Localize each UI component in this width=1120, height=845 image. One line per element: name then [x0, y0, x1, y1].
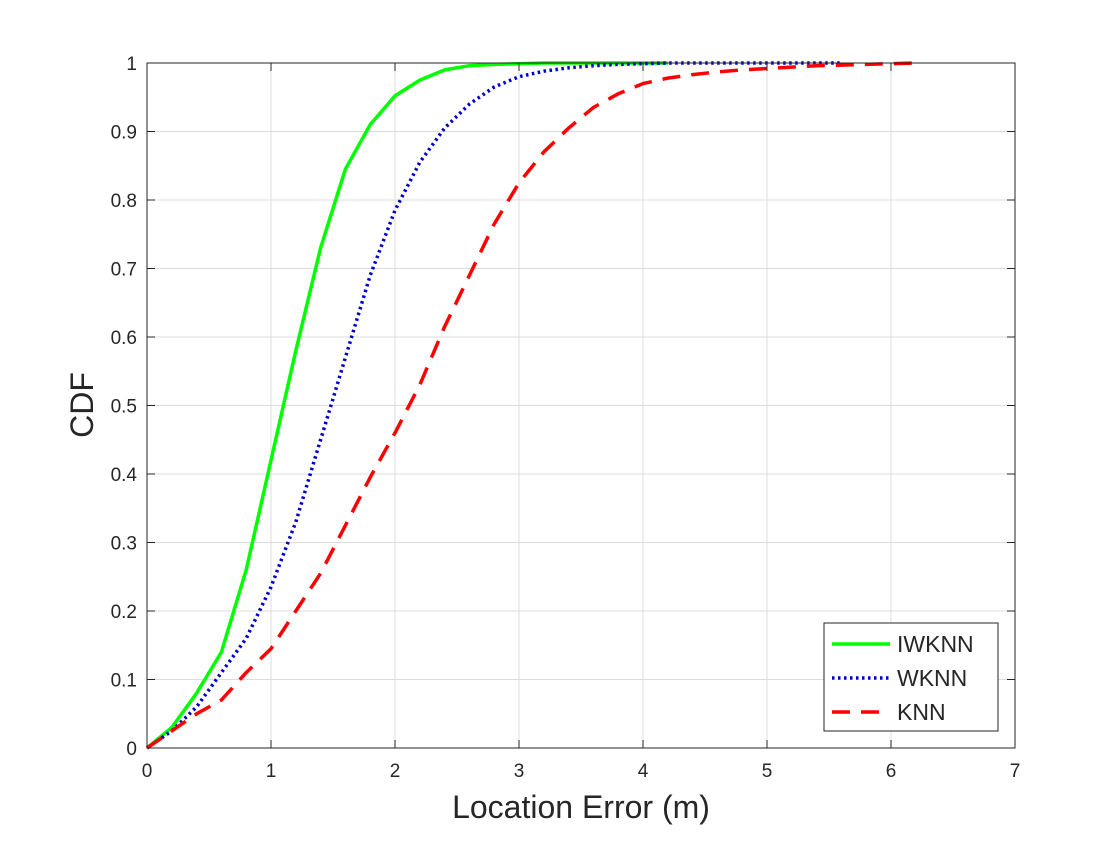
- series-line-knn: [146, 61, 916, 750]
- y-tick-label: 0.4: [111, 465, 138, 486]
- y-tick-label: 0.7: [111, 260, 137, 281]
- x-tick-label: 4: [638, 761, 649, 782]
- y-tick-label: 1: [126, 54, 137, 75]
- y-tick-label: 0.6: [111, 328, 137, 349]
- y-tick-label: 0.8: [111, 191, 137, 212]
- axis-ticks: 0 1 2 3 4 5 6 7 0 0.1 0.2 0.3 0.4 0.5 0.6 0.7 0.8 0.9 1: [111, 54, 1021, 782]
- legend-label: IWKNN: [897, 631, 974, 657]
- x-tick-label: 1: [266, 761, 277, 782]
- y-tick-label: 0.3: [111, 534, 137, 555]
- x-tick-label: 2: [390, 761, 401, 782]
- y-tick-label: 0: [126, 739, 137, 760]
- legend: IWKNN WKNN KNN: [823, 622, 999, 732]
- y-tick-label: 0.1: [111, 671, 137, 692]
- x-tick-label: 7: [1010, 761, 1021, 782]
- x-tick-label: 3: [514, 761, 525, 782]
- x-tick-label: 6: [886, 761, 897, 782]
- x-tick-label: 0: [142, 761, 153, 782]
- legend-label: WKNN: [897, 665, 967, 691]
- y-tick-label: 0.9: [111, 123, 137, 144]
- y-tick-label: 0.2: [111, 602, 137, 623]
- x-axis-label: Location Error (m): [452, 789, 710, 825]
- y-axis-label: CDF: [64, 372, 100, 438]
- x-tick-label: 5: [762, 761, 773, 782]
- y-tick-label: 0.5: [111, 397, 137, 418]
- legend-box: [823, 622, 999, 732]
- legend-label: KNN: [897, 699, 946, 725]
